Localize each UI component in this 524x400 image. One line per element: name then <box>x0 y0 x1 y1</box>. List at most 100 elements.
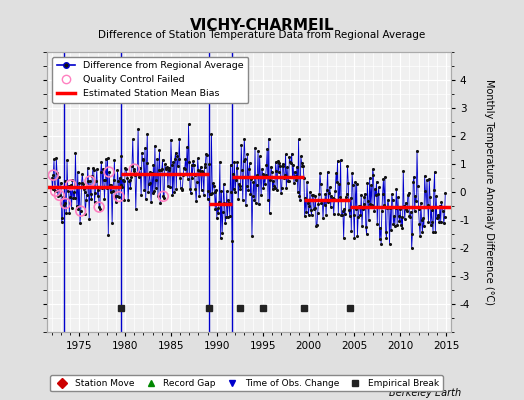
Point <box>96 206 104 212</box>
Point <box>108 220 116 226</box>
Point <box>154 193 162 200</box>
Point <box>436 218 445 225</box>
Point <box>232 176 240 183</box>
Point <box>158 156 167 163</box>
Point <box>175 136 183 142</box>
Point <box>283 164 291 171</box>
Point <box>302 209 310 215</box>
Point <box>124 196 133 203</box>
Point <box>130 166 138 172</box>
Point <box>233 158 242 165</box>
Point <box>423 202 432 208</box>
Point <box>105 169 113 175</box>
Point <box>120 197 128 204</box>
Point <box>194 167 203 173</box>
Point <box>97 159 106 166</box>
Point <box>95 204 103 210</box>
Point <box>79 181 88 187</box>
Point <box>293 164 301 170</box>
Point <box>104 232 113 238</box>
Point <box>100 196 108 202</box>
Point <box>90 199 99 206</box>
Point <box>199 170 207 176</box>
Point <box>149 162 158 168</box>
Point <box>239 158 248 164</box>
Point <box>50 156 58 162</box>
Point <box>263 145 271 152</box>
Point <box>125 177 134 183</box>
Point <box>252 200 260 207</box>
Point <box>434 214 443 220</box>
Point <box>420 223 428 230</box>
Point <box>428 207 436 213</box>
Point <box>153 156 161 162</box>
Point <box>351 179 359 185</box>
Point <box>315 191 323 197</box>
Point <box>220 199 228 206</box>
Point <box>352 206 360 212</box>
Point <box>98 185 106 192</box>
Point <box>248 193 257 199</box>
Point <box>412 198 420 204</box>
Point <box>285 178 293 185</box>
Point <box>254 148 262 154</box>
Point <box>83 164 92 171</box>
Point <box>51 188 60 194</box>
Point <box>381 228 390 235</box>
Point <box>403 192 412 198</box>
Point <box>95 204 103 210</box>
Point <box>100 177 108 184</box>
Point <box>116 182 125 188</box>
Point <box>134 126 143 132</box>
Y-axis label: Monthly Temperature Anomaly Difference (°C): Monthly Temperature Anomaly Difference (… <box>484 79 494 305</box>
Point <box>125 178 133 185</box>
Point <box>222 214 230 220</box>
Point <box>184 121 193 128</box>
Point <box>70 195 79 201</box>
Point <box>49 172 58 178</box>
Point <box>435 219 443 226</box>
Point <box>54 174 63 180</box>
Point <box>131 172 139 178</box>
Point <box>135 165 144 172</box>
Point <box>74 206 83 212</box>
Point <box>271 159 280 165</box>
Point <box>246 191 255 198</box>
Point <box>280 175 288 181</box>
Point <box>377 240 385 247</box>
Point <box>139 156 148 163</box>
Point <box>324 199 333 205</box>
Point <box>397 222 405 229</box>
Point <box>436 202 444 209</box>
Point <box>167 137 175 143</box>
Point <box>312 223 320 229</box>
Point <box>338 212 346 218</box>
Point <box>343 162 352 169</box>
Point <box>183 144 191 150</box>
Point <box>55 192 63 198</box>
Point <box>128 163 136 170</box>
Point <box>215 199 223 206</box>
Point <box>358 223 366 229</box>
Point <box>376 225 385 231</box>
Point <box>53 192 62 199</box>
Point <box>298 163 307 169</box>
Point <box>288 150 296 157</box>
Point <box>382 234 390 241</box>
Point <box>105 169 113 175</box>
Point <box>277 189 285 196</box>
Point <box>323 187 331 194</box>
Point <box>272 168 280 174</box>
Point <box>65 210 73 216</box>
Point <box>67 182 75 188</box>
Point <box>431 229 440 235</box>
Point <box>398 214 406 220</box>
Point <box>92 178 100 184</box>
Point <box>156 200 165 206</box>
Point <box>288 174 297 180</box>
Point <box>438 204 446 211</box>
Point <box>189 158 198 164</box>
Point <box>331 188 340 194</box>
Point <box>329 195 337 201</box>
Point <box>336 193 344 200</box>
